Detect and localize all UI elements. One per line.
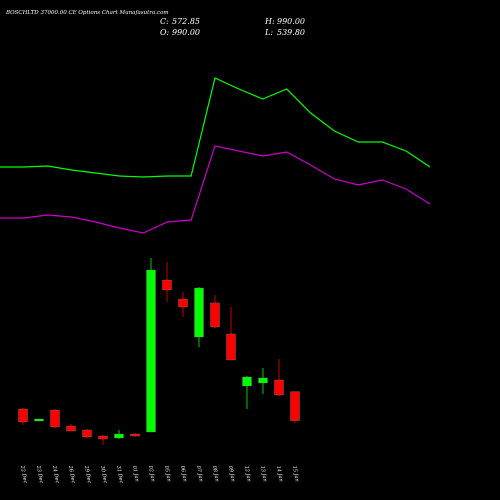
x-tick-label: 14 Jan xyxy=(275,465,284,482)
candle-body xyxy=(66,425,76,432)
x-tick-label: 22 Dec xyxy=(19,464,28,484)
candle-body xyxy=(114,433,124,439)
chart-title: BOSCHLTD 37000.00 CE Options Chart Munaf… xyxy=(5,10,169,16)
x-tick-label: 07 Jan xyxy=(195,465,204,482)
x-tick-label: 15 Jan xyxy=(291,465,300,482)
candle-body xyxy=(290,391,300,421)
x-tick-label: 26 Dec xyxy=(67,464,76,484)
x-tick-label: 30 Dec xyxy=(99,465,108,484)
indicator-line xyxy=(0,145,431,234)
header-label: O: xyxy=(160,28,170,37)
header-label: C: xyxy=(160,17,169,26)
header-value: 539.80 xyxy=(277,28,305,37)
candle-body xyxy=(242,376,252,387)
x-tick-label: 31 Dec xyxy=(115,465,124,484)
candle-body xyxy=(258,377,268,384)
candle-body xyxy=(34,418,44,422)
header-value: 990.00 xyxy=(172,28,200,37)
x-tick-label: 23 Dec xyxy=(35,464,44,484)
header-label: H: xyxy=(264,17,275,26)
x-tick-label: 13 Jan xyxy=(259,465,268,482)
x-tick-label: 29 Dec xyxy=(83,464,92,484)
x-tick-label: 24 Dec xyxy=(51,464,60,484)
header-value: 990.00 xyxy=(277,17,305,26)
header-value: 572.85 xyxy=(172,17,200,26)
x-tick-label: 01 Jan xyxy=(131,465,140,482)
candle-body xyxy=(50,409,60,428)
candle-body xyxy=(194,287,204,338)
x-tick-label: 06 Jan xyxy=(179,465,188,482)
candle-body xyxy=(98,435,108,440)
candle-body xyxy=(226,333,236,361)
candle-body xyxy=(274,379,284,396)
x-tick-label: 09 Jan xyxy=(227,465,236,482)
candle-body xyxy=(130,433,140,437)
x-tick-label: 12 Jan xyxy=(243,465,252,482)
candle-body xyxy=(162,279,172,291)
indicator-line xyxy=(0,77,431,178)
candle-body xyxy=(82,429,92,438)
x-tick-label: 05 Jan xyxy=(163,465,172,482)
candle-body xyxy=(18,408,28,423)
candle-body xyxy=(146,269,156,433)
candle-body xyxy=(210,302,220,328)
x-tick-label: 02 Jan xyxy=(147,465,156,482)
x-tick-label: 08 Jan xyxy=(211,465,220,482)
header-label: L: xyxy=(264,28,273,37)
candle-body xyxy=(178,298,188,308)
